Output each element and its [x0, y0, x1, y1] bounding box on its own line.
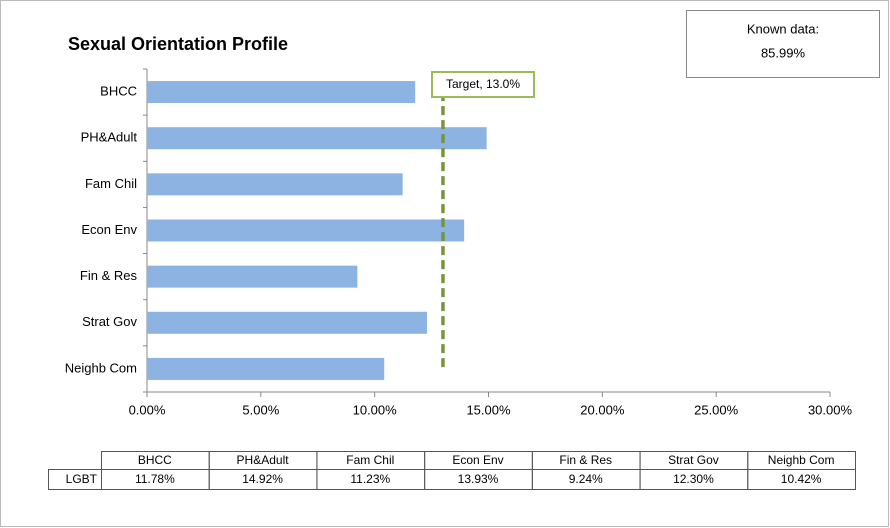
y-tick-label: Neighb Com — [65, 360, 137, 375]
bar — [147, 173, 403, 196]
y-tick-label: PH&Adult — [81, 130, 138, 145]
bar — [147, 357, 385, 380]
x-tick-label: 20.00% — [580, 402, 625, 417]
x-tick-label: 0.00% — [129, 402, 166, 417]
y-tick-label: Strat Gov — [82, 314, 137, 329]
known-data-box — [686, 10, 880, 78]
x-tick-label: 15.00% — [466, 402, 511, 417]
table-header: Econ Env — [452, 453, 503, 467]
table-value: 11.23% — [350, 472, 390, 486]
target-label: Target, 13.0% — [446, 77, 520, 91]
y-tick-label: BHCC — [100, 84, 137, 99]
y-tick-label: Fam Chil — [85, 176, 137, 191]
bar — [147, 81, 416, 104]
known-data-value: 85.99% — [761, 45, 806, 60]
bar — [147, 127, 487, 150]
table-value: 13.93% — [458, 472, 499, 486]
x-tick-label: 10.00% — [353, 402, 398, 417]
table-header: Neighb Com — [768, 453, 835, 467]
table-header: BHCC — [138, 453, 172, 467]
x-tick-label: 30.00% — [808, 402, 853, 417]
table-header: PH&Adult — [237, 453, 290, 467]
table-header: Fin & Res — [559, 453, 612, 467]
table-header: Fam Chil — [346, 453, 394, 467]
table-value: 12.30% — [673, 472, 714, 486]
table-cell — [747, 469, 856, 490]
chart-title: Sexual Orientation Profile — [68, 34, 288, 54]
bar — [147, 311, 428, 334]
table-value: 14.92% — [242, 472, 283, 486]
x-tick-label: 5.00% — [242, 402, 279, 417]
bar — [147, 219, 465, 242]
table-value: 9.24% — [569, 472, 603, 486]
known-data-title: Known data: — [747, 21, 819, 36]
y-tick-label: Fin & Res — [80, 268, 138, 283]
bar — [147, 265, 358, 288]
target-label-box — [431, 71, 535, 98]
y-tick-label: Econ Env — [81, 222, 137, 237]
x-tick-label: 25.00% — [694, 402, 739, 417]
table-series-name: LGBT — [66, 472, 98, 486]
table-header: Strat Gov — [668, 453, 719, 467]
table-value: 11.78% — [135, 472, 175, 486]
table-value: 10.42% — [781, 472, 822, 486]
